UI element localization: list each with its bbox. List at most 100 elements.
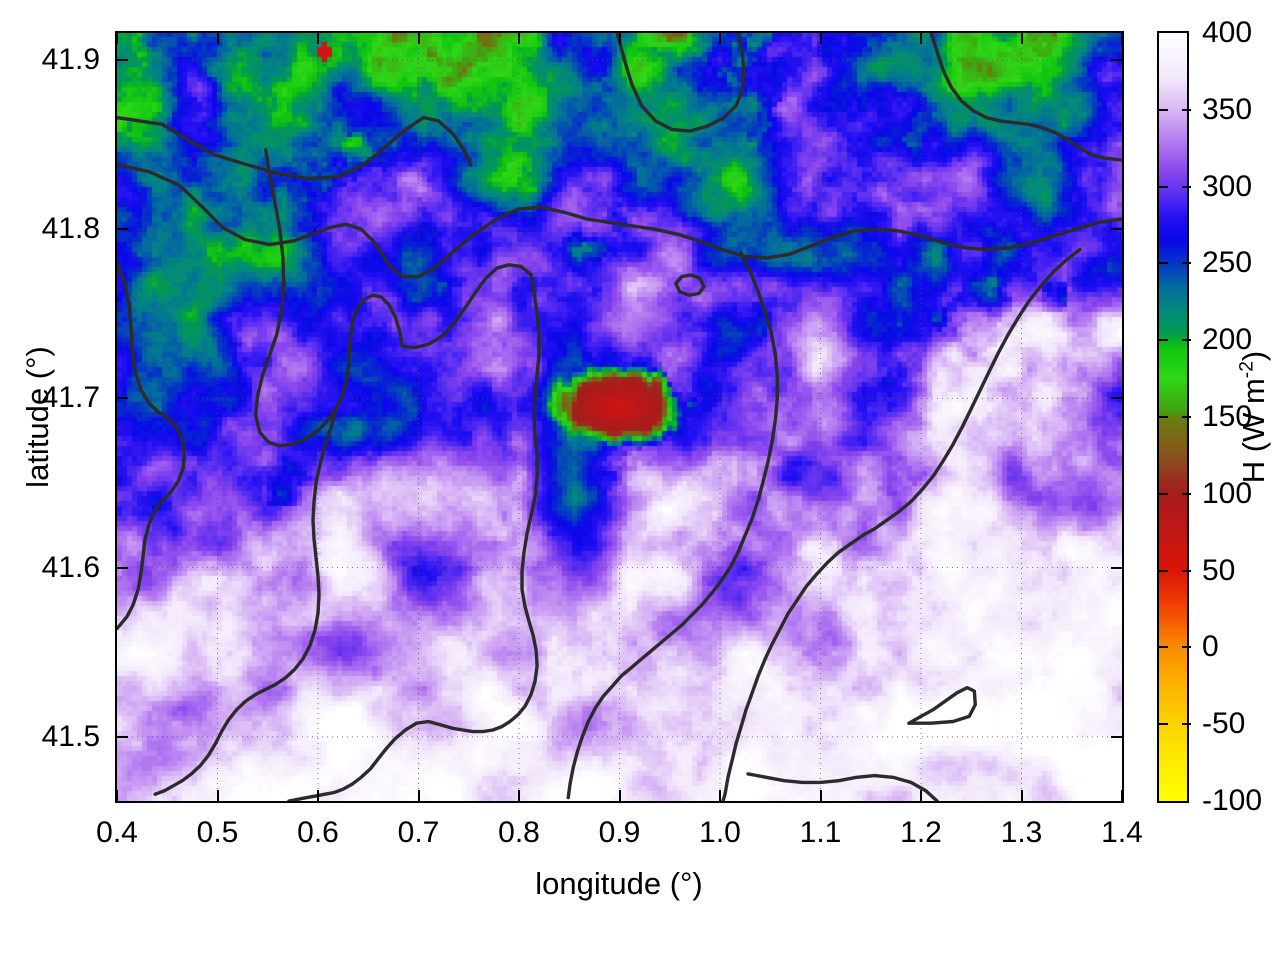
y-axis-tick [117,397,128,400]
x-axis-tick [518,790,520,801]
colorbar-tick-label: 250 [1202,246,1253,280]
colorbar-title-tail: ) [1236,350,1271,362]
colorbar-title-main: H (W m [1236,378,1271,484]
y-axis-tick [1111,566,1122,569]
colorbar-title-exponent: -2 [1236,361,1258,379]
boundary-line [287,719,455,801]
colorbar-tick [1182,416,1191,418]
colorbar-tick-label: 150 [1202,400,1253,433]
boundary-line [615,33,746,133]
colorbar-tick-label: 350 [1202,92,1253,126]
x-axis-tick [417,33,420,44]
x-axis-tick [920,790,922,801]
x-axis-tick [719,790,721,801]
heatmap-plot-area [115,31,1124,803]
gridlines [117,33,1122,801]
y-axis-tick [117,59,128,62]
x-axis-tick [216,790,219,801]
boundary-line [674,273,706,297]
colorbar-title: H (W m-2) [1236,351,1272,483]
x-axis-tick [116,790,118,801]
y-axis-tick-label: 41.8 [41,212,100,246]
boundary-line [566,251,779,800]
colorbar-tick-label: 50 [1202,553,1236,587]
colorbar-tick [1182,108,1191,111]
boundary-line [451,273,541,734]
boundary-line [607,217,1122,260]
colorbar-tick-label: -100 [1202,784,1263,817]
x-axis-tick [1121,33,1123,44]
boundary-line [400,263,533,350]
y-axis-tick-label: 41.9 [41,43,100,77]
colorbar-tick [1159,492,1168,495]
x-axis-tick-label: 0.8 [498,816,540,849]
x-axis-tick [317,790,319,801]
x-axis-tick-label: 1.3 [1000,816,1043,849]
x-axis-tick [819,790,822,801]
colorbar-tick [1159,569,1168,572]
colorbar-tick [1159,185,1168,188]
y-axis-tick-label: 41.5 [41,719,100,753]
x-axis-tick [1020,33,1023,44]
y-axis-tick [1111,397,1122,400]
boundary-line [117,115,473,181]
colorbar-tick-label: -50 [1202,707,1246,741]
colorbar-tick [1159,339,1168,342]
colorbar-tick-label: 400 [1202,16,1253,49]
x-axis-tick-label: 0.7 [397,816,440,849]
x-axis-tick-label: 1.0 [699,816,741,849]
colorbar-tick-label: 0 [1202,630,1219,664]
boundary-line [721,247,1082,801]
y-axis-tick-label: 41.6 [41,550,100,584]
y-axis-tick [117,566,128,569]
colorbar-tick [1182,262,1191,265]
x-axis-tick [920,33,922,44]
x-axis-tick-label: 1.2 [900,816,942,849]
x-axis-tick-label: 0.6 [297,816,339,849]
x-axis-tick-label: 0.5 [196,816,239,849]
colorbar-tick [1159,723,1168,726]
y-axis-tick [117,228,128,231]
x-axis-tick-label: 1.1 [799,816,842,849]
colorbar-tick [1182,339,1191,342]
colorbar-tick [1182,723,1191,726]
colorbar-tick [1182,646,1191,649]
colorbar-tick [1159,262,1168,265]
x-axis-tick [518,33,520,44]
colorbar-tick [1159,416,1168,418]
x-axis-tick [819,33,822,44]
boundary-line [907,686,977,725]
boundary-line [117,163,612,279]
x-axis-tick-label: 1.4 [1101,816,1143,849]
x-axis-tick [618,33,621,44]
colorbar-tick [1182,492,1191,495]
x-axis-tick [719,33,721,44]
x-axis-tick [317,33,319,44]
colorbar-tick-label: 100 [1202,476,1253,510]
boundary-line [117,261,186,631]
colorbar-tick [1182,569,1191,572]
boundary-line [254,148,405,448]
x-axis-tick-label: 0.4 [96,816,138,849]
y-axis-tick-label: 41.7 [41,381,100,415]
boundary-line [153,406,338,796]
x-axis-tick [216,33,219,44]
x-axis-tick [1121,790,1123,801]
y-axis-tick [117,735,128,738]
boundary-line [929,33,1122,162]
y-axis-tick [1111,228,1122,231]
boundary-line [746,772,939,801]
colorbar-tick [1159,646,1168,649]
colorbar-tick-label: 200 [1202,323,1253,357]
x-axis-tick [1020,790,1023,801]
y-axis-tick [1111,735,1122,738]
colorbar-tick [1182,185,1191,188]
boundary-overlay [117,33,1122,801]
administrative-boundaries [117,33,1122,801]
x-axis-tick [417,790,420,801]
colorbar-tick [1159,108,1168,111]
colorbar-tick-label: 300 [1202,169,1253,203]
x-axis-tick [618,790,621,801]
y-axis-tick [1111,59,1122,62]
